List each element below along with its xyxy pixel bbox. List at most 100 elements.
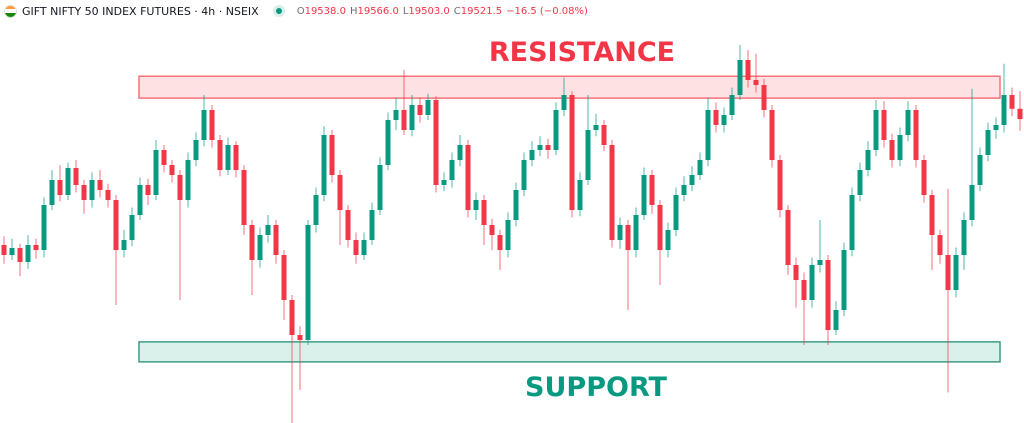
- candle[interactable]: [769, 105, 775, 168]
- candle[interactable]: [49, 170, 55, 210]
- candle[interactable]: [321, 126, 327, 202]
- candle[interactable]: [545, 138, 551, 159]
- candle[interactable]: [345, 205, 351, 248]
- candle[interactable]: [857, 162, 863, 202]
- candle[interactable]: [921, 155, 927, 203]
- candle[interactable]: [377, 157, 383, 216]
- symbol-title[interactable]: GIFT NIFTY 50 INDEX FUTURES · 4h · NSEIX: [22, 4, 259, 18]
- candle[interactable]: [89, 172, 95, 208]
- candle[interactable]: [81, 180, 87, 214]
- candle[interactable]: [465, 140, 471, 218]
- candle[interactable]: [761, 78, 767, 118]
- candle[interactable]: [705, 97, 711, 167]
- candle[interactable]: [529, 141, 535, 167]
- candle[interactable]: [481, 195, 487, 245]
- candle[interactable]: [713, 102, 719, 133]
- candle[interactable]: [129, 207, 135, 247]
- candle[interactable]: [665, 222, 671, 258]
- candle[interactable]: [1017, 91, 1023, 131]
- candle[interactable]: [1001, 63, 1007, 133]
- candle[interactable]: [505, 212, 511, 258]
- candle[interactable]: [945, 188, 951, 393]
- candle[interactable]: [785, 205, 791, 275]
- candle[interactable]: [193, 132, 199, 167]
- candle[interactable]: [777, 155, 783, 218]
- candle[interactable]: [265, 215, 271, 243]
- candle[interactable]: [337, 170, 343, 245]
- candle[interactable]: [441, 172, 447, 192]
- candle[interactable]: [161, 145, 167, 173]
- candle[interactable]: [553, 102, 559, 156]
- candle[interactable]: [313, 187, 319, 233]
- candle[interactable]: [1009, 87, 1015, 117]
- candle[interactable]: [689, 166, 695, 192]
- candle[interactable]: [425, 93, 431, 120]
- candle[interactable]: [233, 141, 239, 178]
- candle[interactable]: [169, 160, 175, 183]
- candle[interactable]: [97, 170, 103, 198]
- candle[interactable]: [657, 200, 663, 285]
- candle[interactable]: [521, 152, 527, 197]
- candle[interactable]: [329, 130, 335, 183]
- candle[interactable]: [57, 165, 63, 202]
- candle[interactable]: [145, 178, 151, 205]
- candle[interactable]: [209, 105, 215, 148]
- candle[interactable]: [65, 162, 71, 201]
- candle[interactable]: [433, 96, 439, 193]
- candle[interactable]: [753, 53, 759, 93]
- candle[interactable]: [361, 232, 367, 261]
- candle[interactable]: [497, 230, 503, 270]
- candle[interactable]: [969, 88, 975, 227]
- candle[interactable]: [641, 167, 647, 221]
- candle[interactable]: [9, 238, 15, 260]
- candle[interactable]: [489, 218, 495, 250]
- candle[interactable]: [273, 220, 279, 264]
- candle[interactable]: [369, 202, 375, 246]
- candle[interactable]: [177, 170, 183, 300]
- candle[interactable]: [577, 172, 583, 217]
- candle[interactable]: [729, 87, 735, 121]
- candle[interactable]: [297, 326, 303, 390]
- candle[interactable]: [849, 187, 855, 257]
- resistance-zone[interactable]: [138, 75, 1001, 99]
- candle[interactable]: [393, 97, 399, 131]
- candle[interactable]: [585, 95, 591, 185]
- candle[interactable]: [353, 232, 359, 264]
- candle[interactable]: [801, 272, 807, 346]
- candle[interactable]: [897, 127, 903, 167]
- candle[interactable]: [25, 235, 31, 269]
- candle[interactable]: [305, 220, 311, 345]
- candle[interactable]: [809, 257, 815, 308]
- candle[interactable]: [593, 113, 599, 137]
- candle[interactable]: [737, 45, 743, 100]
- candle[interactable]: [401, 70, 407, 135]
- candle[interactable]: [873, 100, 879, 157]
- candle[interactable]: [833, 301, 839, 335]
- candle[interactable]: [257, 227, 263, 268]
- candle[interactable]: [185, 152, 191, 208]
- candle[interactable]: [289, 295, 295, 423]
- candle[interactable]: [569, 91, 575, 218]
- candle[interactable]: [409, 95, 415, 137]
- candle[interactable]: [617, 217, 623, 249]
- candle[interactable]: [721, 107, 727, 133]
- candle[interactable]: [241, 165, 247, 235]
- candle[interactable]: [817, 220, 823, 273]
- candle[interactable]: [137, 177, 143, 221]
- candle[interactable]: [225, 137, 231, 176]
- candle[interactable]: [825, 255, 831, 345]
- candle[interactable]: [33, 238, 39, 259]
- candle[interactable]: [929, 190, 935, 270]
- candle[interactable]: [937, 230, 943, 264]
- candle[interactable]: [417, 97, 423, 123]
- candle[interactable]: [681, 176, 687, 202]
- candle[interactable]: [1, 236, 7, 264]
- candle[interactable]: [985, 122, 991, 162]
- candle[interactable]: [113, 195, 119, 305]
- candle[interactable]: [281, 250, 287, 320]
- candle[interactable]: [537, 136, 543, 157]
- candle[interactable]: [153, 140, 159, 200]
- candle[interactable]: [449, 152, 455, 188]
- candle[interactable]: [673, 187, 679, 237]
